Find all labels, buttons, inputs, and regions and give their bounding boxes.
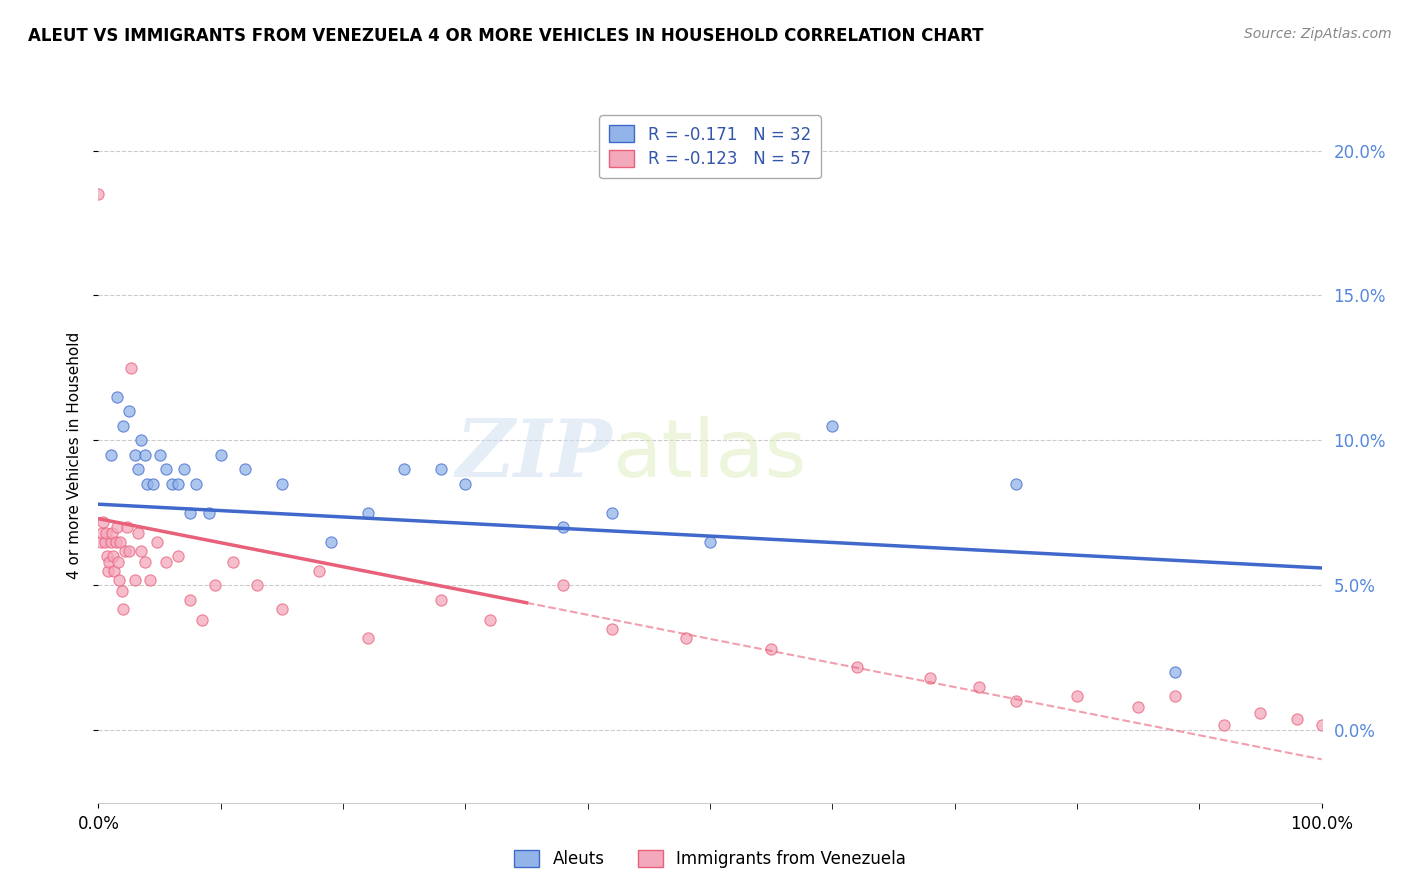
Point xyxy=(1249,706,1271,720)
Point xyxy=(356,631,378,645)
Point xyxy=(107,555,129,569)
Point xyxy=(110,534,132,549)
Point xyxy=(675,631,697,645)
Point xyxy=(920,671,942,685)
Text: ZIP: ZIP xyxy=(456,417,612,493)
Point xyxy=(155,462,177,476)
Point xyxy=(124,573,146,587)
Point xyxy=(222,555,245,569)
Point xyxy=(120,361,142,376)
Point xyxy=(600,506,623,520)
Point xyxy=(149,448,172,462)
Point xyxy=(308,564,330,578)
Point xyxy=(1004,694,1026,708)
Point xyxy=(1212,717,1234,731)
Point xyxy=(1164,665,1187,680)
Point xyxy=(209,448,232,462)
Point xyxy=(197,506,219,520)
Point xyxy=(101,526,124,541)
Point xyxy=(553,520,575,534)
Point xyxy=(186,476,208,491)
Point xyxy=(101,549,124,564)
Point xyxy=(94,526,117,541)
Point xyxy=(1066,689,1088,703)
Point xyxy=(191,613,214,627)
Point xyxy=(454,476,477,491)
Point xyxy=(319,534,342,549)
Point xyxy=(105,520,128,534)
Point xyxy=(129,434,152,448)
Point xyxy=(392,462,416,476)
Point xyxy=(100,534,122,549)
Point xyxy=(167,476,190,491)
Point xyxy=(115,520,138,534)
Text: Source: ZipAtlas.com: Source: ZipAtlas.com xyxy=(1244,27,1392,41)
Point xyxy=(356,506,378,520)
Point xyxy=(87,187,110,202)
Point xyxy=(179,592,201,607)
Point xyxy=(430,462,453,476)
Point xyxy=(136,476,159,491)
Point xyxy=(761,642,783,657)
Point xyxy=(270,601,294,615)
Point xyxy=(246,578,269,592)
Point xyxy=(553,578,575,592)
Point xyxy=(821,419,844,434)
Text: ALEUT VS IMMIGRANTS FROM VENEZUELA 4 OR MORE VEHICLES IN HOUSEHOLD CORRELATION C: ALEUT VS IMMIGRANTS FROM VENEZUELA 4 OR … xyxy=(28,27,984,45)
Point xyxy=(173,462,195,476)
Point xyxy=(1164,689,1187,703)
Point xyxy=(103,564,125,578)
Point xyxy=(167,549,190,564)
Point xyxy=(100,448,122,462)
Point xyxy=(1310,717,1333,731)
Text: atlas: atlas xyxy=(612,416,807,494)
Point xyxy=(134,448,156,462)
Point xyxy=(155,555,177,569)
Point xyxy=(118,543,141,558)
Legend: Aleuts, Immigrants from Venezuela: Aleuts, Immigrants from Venezuela xyxy=(505,839,915,878)
Point xyxy=(114,543,136,558)
Point xyxy=(967,680,990,694)
Point xyxy=(124,448,146,462)
Point xyxy=(98,555,121,569)
Point xyxy=(478,613,501,627)
Point xyxy=(204,578,226,592)
Point xyxy=(96,549,118,564)
Point xyxy=(104,534,127,549)
Point xyxy=(127,462,149,476)
Point xyxy=(129,543,152,558)
Point xyxy=(111,584,134,599)
Point xyxy=(90,534,112,549)
Y-axis label: 4 or more Vehicles in Household: 4 or more Vehicles in Household xyxy=(67,331,83,579)
Point xyxy=(430,592,453,607)
Point xyxy=(1286,712,1309,726)
Point xyxy=(111,419,134,434)
Point xyxy=(1128,700,1150,714)
Point xyxy=(111,601,134,615)
Point xyxy=(600,622,623,636)
Point xyxy=(91,515,114,529)
Point xyxy=(134,555,156,569)
Point xyxy=(91,526,114,541)
Point xyxy=(118,404,141,418)
Point xyxy=(1004,476,1026,491)
Point xyxy=(93,534,115,549)
Point xyxy=(270,476,294,491)
Point xyxy=(233,462,256,476)
Point xyxy=(142,476,165,491)
Point xyxy=(146,534,169,549)
Point xyxy=(97,564,120,578)
Point xyxy=(179,506,201,520)
Point xyxy=(699,534,721,549)
Point xyxy=(139,573,162,587)
Point xyxy=(105,390,128,404)
Point xyxy=(160,476,183,491)
Point xyxy=(108,573,131,587)
Point xyxy=(127,526,149,541)
Point xyxy=(845,659,868,673)
